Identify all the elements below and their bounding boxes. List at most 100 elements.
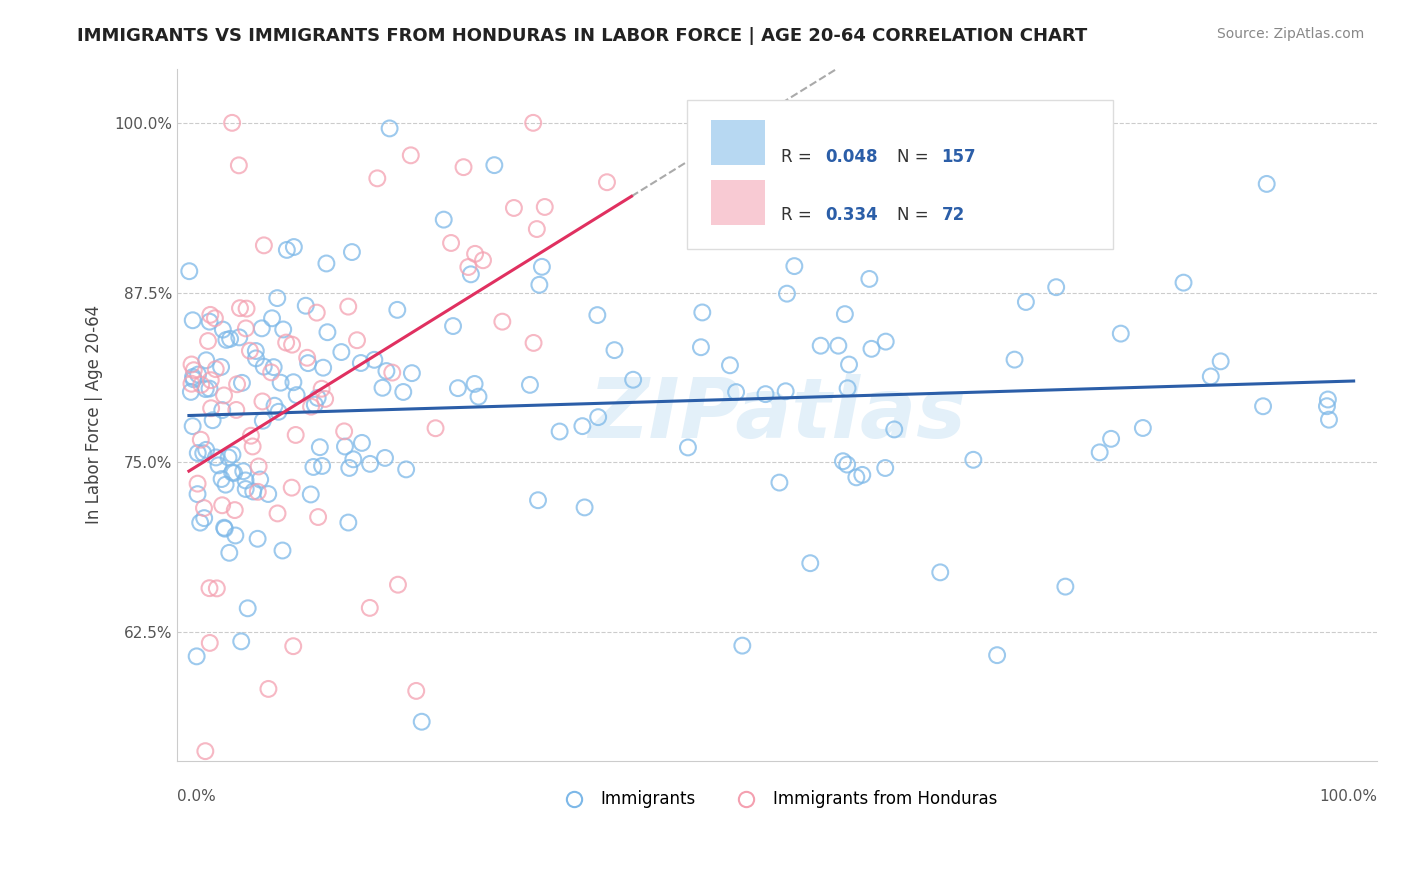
Text: 157: 157 [942, 148, 976, 166]
Point [257, 681, 280, 696]
Point [433, 212, 456, 227]
Point [181, 313, 204, 327]
Point [1173, 276, 1195, 290]
Point [221, 116, 243, 130]
Point [837, 381, 859, 395]
Point [195, 353, 218, 368]
Point [260, 311, 283, 326]
Point [219, 332, 242, 346]
Point [768, 475, 790, 490]
Point [333, 425, 356, 439]
Point [962, 452, 984, 467]
Point [676, 441, 699, 455]
Point [363, 352, 385, 367]
Point [270, 376, 292, 390]
Point [453, 160, 475, 174]
Point [226, 377, 249, 392]
Point [263, 360, 285, 375]
Point [187, 476, 209, 491]
Point [827, 339, 849, 353]
Point [401, 366, 423, 380]
Point [337, 516, 360, 530]
Point [246, 484, 269, 499]
Point [986, 648, 1008, 662]
Point [1316, 392, 1339, 407]
Text: N =: N = [897, 148, 934, 166]
Point [266, 291, 288, 305]
Text: 100.0%: 100.0% [1319, 789, 1376, 804]
Text: 0.334: 0.334 [825, 206, 877, 224]
Point [212, 521, 235, 535]
Point [190, 377, 212, 392]
Point [342, 452, 364, 467]
Point [232, 464, 254, 478]
Point [690, 340, 713, 354]
Point [378, 121, 401, 136]
Point [527, 493, 550, 508]
Bar [711, 180, 765, 226]
Point [603, 343, 626, 358]
Point [330, 345, 353, 359]
Point [359, 600, 381, 615]
Point [235, 321, 257, 335]
Point [302, 460, 325, 475]
Point [221, 466, 243, 480]
Point [1251, 399, 1274, 413]
Point [181, 370, 204, 384]
Point [195, 442, 218, 457]
Point [276, 335, 298, 350]
Point [810, 339, 832, 353]
Point [257, 487, 280, 501]
Point [491, 315, 513, 329]
Point [246, 532, 269, 546]
Point [311, 458, 333, 473]
Point [215, 333, 238, 347]
Text: IMMIGRANTS VS IMMIGRANTS FROM HONDURAS IN LABOR FORCE | AGE 20-64 CORRELATION CH: IMMIGRANTS VS IMMIGRANTS FROM HONDURAS I… [77, 27, 1088, 45]
Point [851, 467, 873, 482]
Point [211, 403, 233, 417]
Point [228, 158, 250, 172]
Point [285, 388, 308, 402]
Point [224, 528, 246, 542]
Point [191, 767, 214, 781]
Point [245, 344, 267, 359]
Point [775, 384, 797, 399]
Point [280, 481, 302, 495]
Point [834, 307, 856, 321]
Point [837, 458, 859, 472]
Point [253, 359, 276, 374]
Point [183, 372, 205, 386]
Point [250, 321, 273, 335]
Point [245, 351, 267, 366]
Point [883, 422, 905, 436]
Point [283, 639, 305, 653]
Point [194, 744, 217, 758]
Point [387, 577, 409, 591]
Point [239, 428, 262, 442]
Point [294, 299, 316, 313]
Point [205, 582, 228, 596]
Point [1054, 580, 1077, 594]
Point [754, 387, 776, 401]
Point [218, 450, 240, 465]
FancyBboxPatch shape [688, 100, 1114, 249]
Point [283, 240, 305, 254]
Point [271, 322, 294, 336]
Point [1088, 445, 1111, 459]
Point [529, 277, 551, 292]
Legend: Immigrants, Immigrants from Honduras: Immigrants, Immigrants from Honduras [551, 784, 1004, 815]
Point [346, 333, 368, 347]
Point [548, 425, 571, 439]
Point [366, 171, 388, 186]
Point [180, 384, 202, 399]
Point [838, 358, 860, 372]
Point [314, 392, 336, 406]
Point [266, 507, 288, 521]
Point [858, 272, 880, 286]
Point [193, 511, 215, 525]
Point [522, 116, 544, 130]
Point [198, 315, 221, 329]
Point [860, 342, 883, 356]
Point [484, 158, 506, 172]
Point [387, 302, 409, 317]
